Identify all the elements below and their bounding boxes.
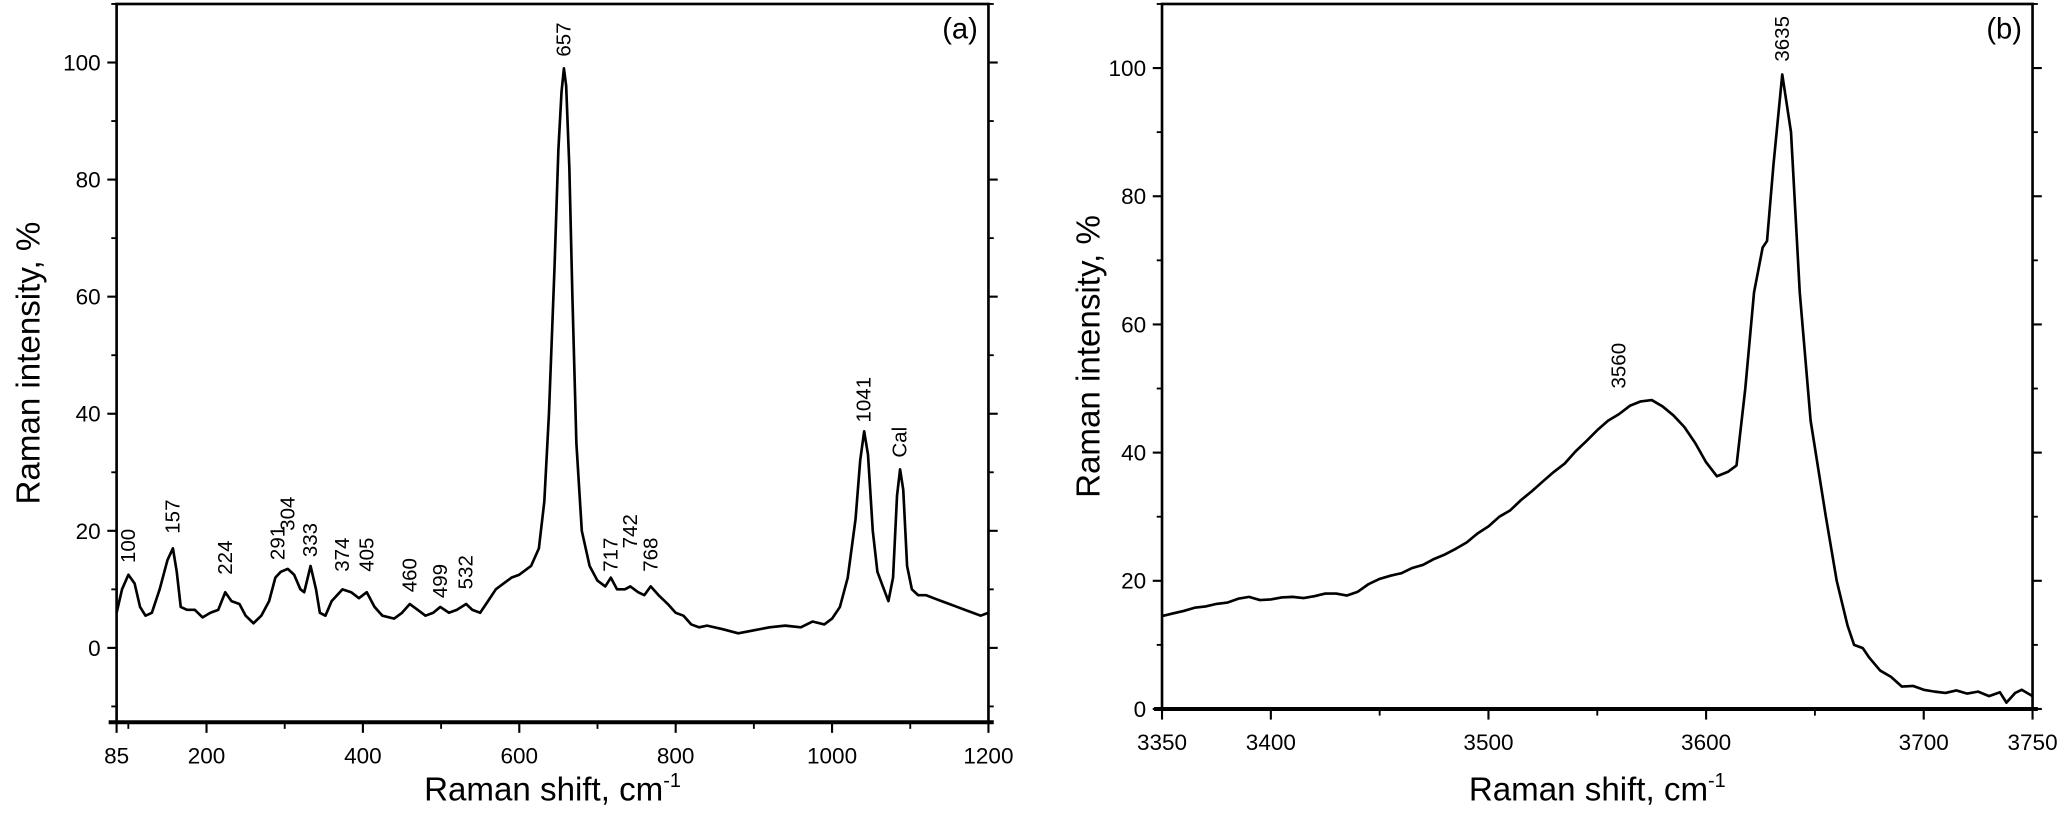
peak-label: 742 <box>619 514 642 548</box>
x-tick-label: 400 <box>344 743 382 768</box>
x-axis-title-text: Raman shift, cm <box>424 771 663 808</box>
y-tick-label: 100 <box>63 50 101 75</box>
y-axis-title: Raman intensity, % <box>11 222 48 505</box>
y-tick-label: 100 <box>1109 56 1147 81</box>
peak-label: 1041 <box>853 377 876 423</box>
peak-label: 333 <box>299 523 322 557</box>
peak-label: 405 <box>355 538 378 572</box>
panel-label: (a) <box>942 13 978 45</box>
x-tick-label: 85 <box>104 743 129 768</box>
y-tick-label: 80 <box>1121 184 1146 209</box>
peak-label: 100 <box>117 529 140 563</box>
y-tick-label: 40 <box>1121 441 1146 466</box>
x-tick-label: 1200 <box>963 743 1013 768</box>
x-axis-title: Raman shift, cm-1 <box>424 770 681 808</box>
panel-b-chart: 3350 3400 3500 3600 3700 3750 0 20 40 60 80 100 Rama… <box>1071 2 2058 808</box>
peak-label: 499 <box>429 564 452 598</box>
x-tick-label: 3350 <box>1137 730 1187 755</box>
x-tick-label: 3750 <box>2008 730 2058 755</box>
x-axis-title-superscript: -1 <box>1708 770 1726 792</box>
peak-label: 157 <box>162 500 185 534</box>
x-tick-label: 200 <box>188 743 226 768</box>
peak-label: 374 <box>331 538 354 572</box>
y-tick-label: 80 <box>76 168 101 193</box>
x-tick-label: 1000 <box>807 743 857 768</box>
panel-a-chart: 85 200 400 600 800 1000 1200 0 20 40 60 80 100 Raman … <box>11 2 1013 808</box>
panel-label: (b) <box>1986 13 2022 45</box>
peak-label: 768 <box>639 538 662 572</box>
x-tick-label: 3500 <box>1463 730 1513 755</box>
peak-label: 224 <box>214 540 237 574</box>
y-tick-label: 0 <box>88 636 101 661</box>
y-tick-label: 0 <box>1134 697 1147 722</box>
plot-frame <box>1160 2 2034 711</box>
x-tick-label: 3400 <box>1246 730 1296 755</box>
peak-label: 304 <box>276 497 299 531</box>
x-tick-label: 3700 <box>1899 730 1949 755</box>
peak-label: 3560 <box>1608 343 1631 389</box>
x-tick-label: 600 <box>501 743 539 768</box>
peak-label: Cal <box>889 427 912 458</box>
plot-frame <box>115 2 990 724</box>
spectrum-line <box>115 67 989 635</box>
x-axis-title-text: Raman shift, cm <box>1469 771 1708 808</box>
peak-label: 532 <box>455 555 478 589</box>
y-tick-label: 40 <box>76 402 101 427</box>
peak-label: 460 <box>398 558 421 592</box>
x-axis-title-superscript: -1 <box>663 770 681 792</box>
peak-label: 3635 <box>1771 16 1794 62</box>
y-tick-label: 20 <box>1121 569 1146 594</box>
x-tick-label: 3600 <box>1681 730 1731 755</box>
peak-label: 657 <box>552 22 575 56</box>
spectrum-line <box>1161 73 2034 704</box>
y-tick-label: 20 <box>76 519 101 544</box>
x-tick-label: 800 <box>657 743 695 768</box>
x-axis-title: Raman shift, cm-1 <box>1469 770 1726 808</box>
y-tick-label: 60 <box>1121 312 1146 337</box>
y-axis-title: Raman intensity, % <box>1071 215 1108 498</box>
y-tick-label: 60 <box>76 285 101 310</box>
peak-label: 291 <box>266 526 289 560</box>
peak-label: 717 <box>599 538 622 572</box>
